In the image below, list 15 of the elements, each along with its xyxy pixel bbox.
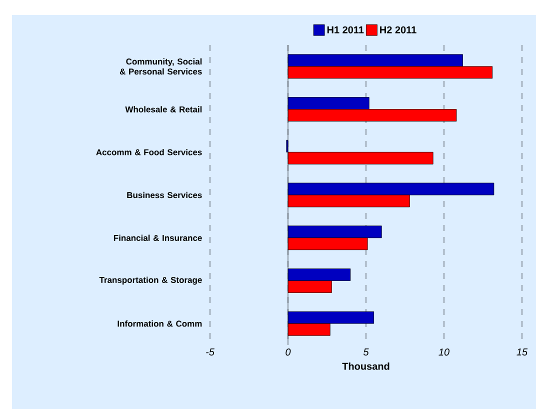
x-tick-label: 0 [286,348,291,356]
legend-label: H1 2011 [327,26,364,34]
y-tick-label: Wholesale & Retail [125,106,202,112]
x-tick-label: -5 [206,348,214,356]
x-tick-label: 10 [438,348,450,356]
y-tick-label: Community, Social & Personal Services [120,58,202,75]
y-tick-label: Accomm & Food Services [96,149,202,156]
y-tick-label: Information & Comm [118,320,202,327]
y-tick-label: Financial & Insurance [114,234,202,241]
x-tick-label: 5 [363,348,369,356]
x-tick-label: 15 [516,348,528,356]
legend-label: H2 2011 [380,26,416,34]
y-tick-label: Business Services [127,192,202,198]
y-tick-label: Transportation & Storage [99,276,202,285]
x-axis-title: Thousand [342,362,390,370]
